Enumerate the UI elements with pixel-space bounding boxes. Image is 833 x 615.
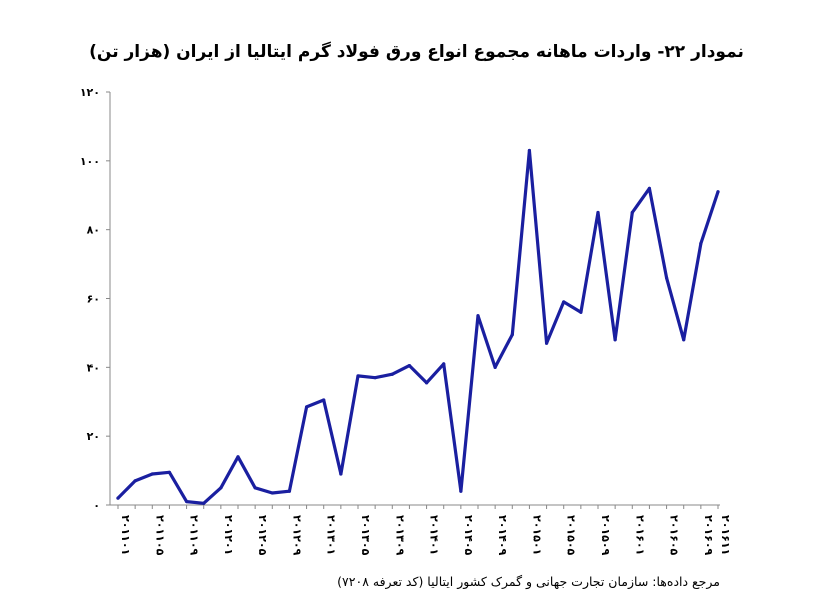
data-point [647,186,652,190]
data-point [562,300,566,304]
data-point [682,338,686,342]
data-point [390,372,394,376]
y-tick-label: ۱۲۰ [80,86,100,99]
y-tick-label: ۴۰ [87,361,100,374]
data-point [253,486,257,490]
data-point [202,501,206,505]
data-point [270,491,274,495]
data-point [424,381,429,385]
x-tick-label: ۲۰۱۳۰۵ [359,515,372,556]
data-point [699,241,703,246]
data-point [322,398,326,402]
x-tick-label: ۲۰۱۱۰۵ [153,515,166,556]
x-tick-label: ۲۰۱۲۰۹ [290,515,303,556]
data-point [373,376,377,380]
x-tick-label: ۲۰۱۳۰۹ [393,515,406,556]
y-tick-label: ۰ [93,499,100,512]
data-point [236,455,240,459]
series-layer [116,148,720,505]
x-tick-label: ۲۰۱۴۰۵ [462,515,475,556]
chart-title: نمودار ۲۲- واردات ماهانه مجموع انواع ورق… [89,42,744,62]
y-tick-label: ۲۰ [87,430,100,443]
data-point [630,210,634,215]
data-point [579,310,583,314]
data-point [356,374,360,378]
data-point [339,472,343,476]
x-axis-ticks: ۲۰۱۱۰۱ ۲۰۱۱۰۵ ۲۰۱۱۰۹ ۲۰۱۲۰۱ ۲۰۱۲۰۵ ۲۰۱۲۰۹ ۲۰۱۳… [117,505,732,556]
x-tick-label: ۲۰۱۱۰۹ [188,515,201,556]
data-point [664,276,669,280]
x-tick-label: ۲۰۱۵۰۹ [599,515,612,556]
x-tick-label: ۲۰۱۶۰۹ [702,515,715,556]
y-tick-label: ۶۰ [87,293,100,306]
x-tick-label: ۲۰۱۶۰۵ [668,515,681,556]
data-point [442,362,446,366]
x-tick-label: ۲۰۱۲۰۱ [222,515,235,555]
y-axis-ticks: ۰ ۲۰ ۴۰ ۶۰ ۸۰ ۱۰۰ ۱۲۰ [80,86,110,512]
x-tick-label: ۲۰۱۲۰۵ [256,515,269,556]
data-point [116,496,120,500]
y-tick-label: ۱۰۰ [80,155,100,168]
data-point [596,210,600,215]
data-point [287,489,292,493]
x-tick-label: ۲۰۱۴۰۱ [428,515,441,555]
data-point [493,365,497,369]
data-point [613,338,617,342]
data-point [510,333,514,337]
data-point [184,499,189,504]
x-tick-label: ۲۰۱۵۰۱ [530,515,543,555]
data-point [167,470,172,474]
x-tick-label: ۲۰۱۴۰۹ [496,515,509,556]
series-line [116,148,720,505]
x-tick-label: ۲۰۱۶۰۱ [633,515,646,555]
data-point [544,341,549,345]
data-point [459,489,463,493]
data-point [133,479,137,483]
x-tick-label: ۲۰۱۳۰۱ [325,515,338,555]
data-point [304,405,309,409]
source-note: مرجع داده‌ها: سازمان تجارت جهانی و گمرک … [337,574,720,589]
x-tick-label: ۲۰۱۵۰۵ [565,515,578,556]
data-point [527,148,532,153]
x-tick-label: ۲۰۱۶۱۱ [719,515,732,555]
data-point [219,486,223,490]
y-tick-label: ۸۰ [87,224,100,237]
x-tick-label: ۲۰۱۱۰۱ [119,515,132,555]
data-point [716,190,720,194]
data-point [407,364,412,368]
data-point [476,314,480,318]
data-point [150,472,154,476]
chart-axes [109,92,720,506]
